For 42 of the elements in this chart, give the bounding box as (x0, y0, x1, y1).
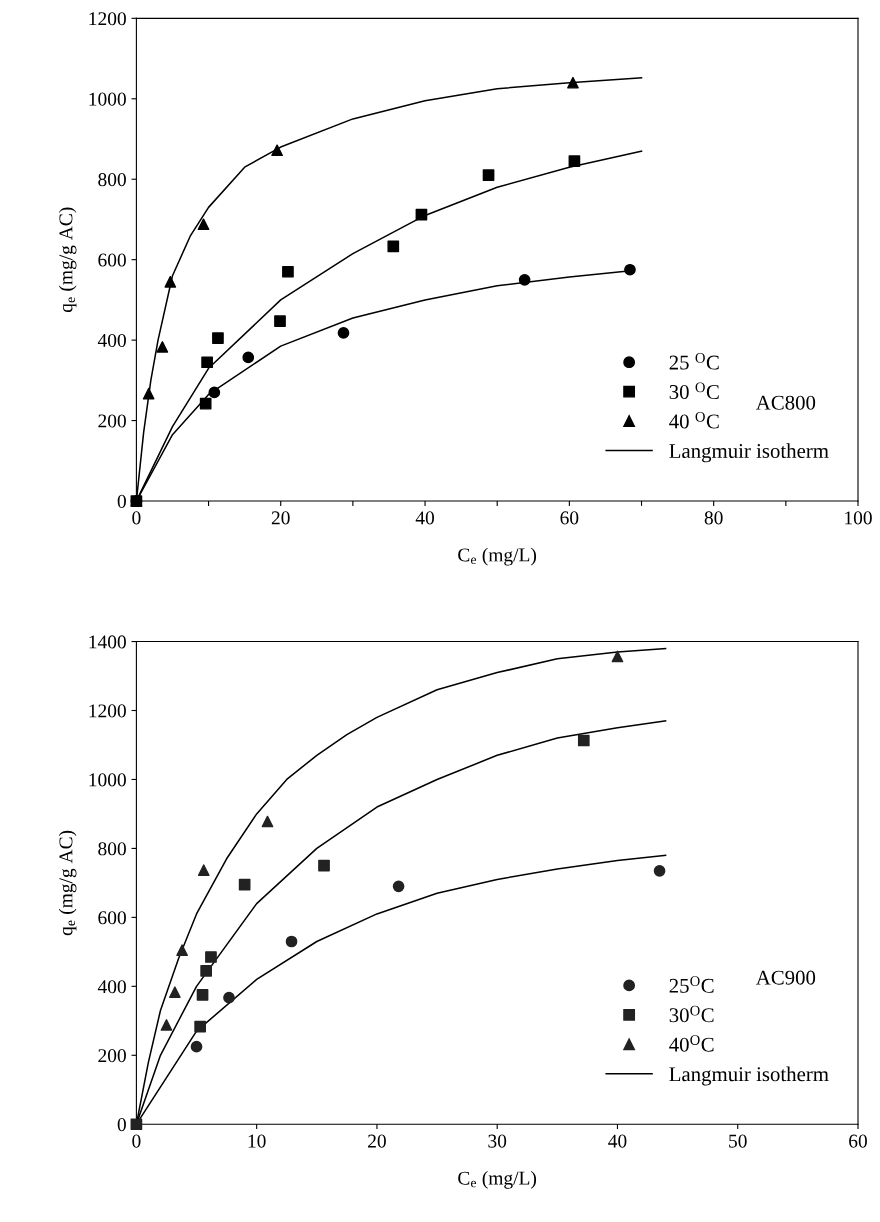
y-tick-label: 600 (98, 253, 126, 267)
legend-label: 30$^{O}$C (669, 1005, 714, 1023)
x-tick-label: 40 (608, 1134, 627, 1148)
legend-label: Langmuir isotherm (669, 1066, 829, 1086)
legend-label: 25 $^{O}$C (669, 353, 719, 370)
x-tick-label: 80 (704, 511, 723, 525)
y-tick-label: 0 (117, 494, 126, 508)
x-tick-label: 20 (271, 511, 290, 525)
y-tick-label: 1000 (89, 773, 126, 787)
y-tick-label: 1200 (89, 12, 126, 26)
y-tick-label: 1000 (89, 92, 126, 106)
y-axis-title: q$_{e}$ (mg/g AC) (58, 830, 77, 936)
y-tick-label: 400 (97, 333, 126, 348)
x-tick-label: 20 (368, 1134, 386, 1148)
x-tick-label: 0 (132, 1134, 141, 1148)
y-tick-label: 800 (98, 842, 126, 856)
y-tick-label: 800 (98, 173, 126, 187)
x-tick-label: 10 (248, 1134, 266, 1148)
y-tick-label: 1200 (89, 704, 126, 718)
legend-label: 40 $^{O}$C (669, 411, 719, 429)
y-tick-label: 0 (117, 1118, 126, 1132)
x-tick-label: 0 (132, 511, 141, 525)
annotation: AC800 (755, 395, 816, 410)
legend-label: Langmuir isotherm (669, 443, 829, 463)
y-axis-title: q$_{e}$ (mg/g AC) (58, 207, 77, 313)
x-tick-label: 60 (849, 1134, 867, 1148)
annotation: AC900 (755, 970, 816, 985)
y-tick-label: 400 (97, 980, 126, 994)
y-tick-label: 200 (98, 1049, 126, 1063)
legend-label: 30 $^{O}$C (669, 382, 719, 400)
x-tick-label: 60 (560, 511, 579, 525)
x-axis-title: C$_{e}$ (mg/L) (458, 547, 537, 566)
x-axis-title: C$_{e}$ (mg/L) (458, 1171, 537, 1189)
x-tick-label: 50 (729, 1134, 747, 1148)
y-tick-label: 200 (98, 414, 126, 428)
x-tick-label: 30 (488, 1134, 507, 1148)
x-tick-label: 100 (845, 511, 872, 525)
y-tick-label: 600 (98, 911, 126, 925)
legend-label: 40$^{O}$C (669, 1035, 714, 1052)
y-tick-label: 1400 (89, 635, 126, 649)
legend-label: 25$^{O}$C (669, 976, 714, 993)
x-tick-label: 40 (415, 511, 435, 525)
